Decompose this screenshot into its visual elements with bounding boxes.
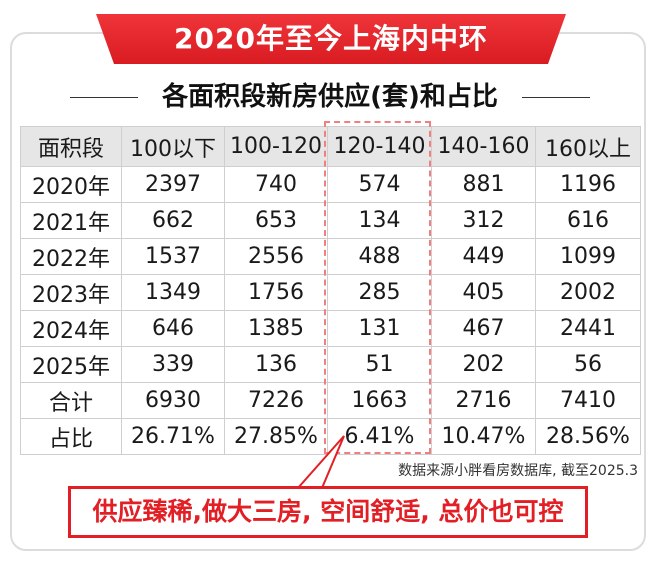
table-cell: 1663 <box>327 382 432 419</box>
row-label: 2024年 <box>20 310 122 347</box>
table-row: 2020年 2397 740 574 881 1196 <box>20 166 641 203</box>
table-cell: 574 <box>327 166 432 203</box>
supply-table: 面积段 100以下 100-120 120-140 140-160 160以上 … <box>20 126 641 455</box>
table-cell: 1537 <box>121 238 225 275</box>
subtitle-rule-right <box>522 97 590 98</box>
table-cell: 134 <box>327 202 432 239</box>
row-label: 合计 <box>20 382 122 419</box>
callout-box: 供应臻稀,做大三房, 空间舒适, 总价也可控 <box>68 486 588 538</box>
table-cell: 56 <box>535 346 641 383</box>
subtitle-row: 各面积段新房供应(套)和占比 <box>70 80 590 114</box>
table-cell: 1349 <box>121 274 225 311</box>
table-cell: 467 <box>431 310 536 347</box>
table-cell: 740 <box>224 166 328 203</box>
banner-shape <box>96 14 566 64</box>
table-cell: 26.71% <box>121 418 225 455</box>
table-cell: 405 <box>431 274 536 311</box>
table-cell: 2002 <box>535 274 641 311</box>
row-label: 2023年 <box>20 274 122 311</box>
table-cell: 7410 <box>535 382 641 419</box>
table-cell: 2716 <box>431 382 536 419</box>
table-cell: 449 <box>431 238 536 275</box>
table-cell: 27.85% <box>224 418 328 455</box>
row-label: 2025年 <box>20 346 122 383</box>
table-cell: 2397 <box>121 166 225 203</box>
table-cell: 51 <box>327 346 432 383</box>
table-cell: 1756 <box>224 274 328 311</box>
table-row: 2025年 339 136 51 202 56 <box>20 346 641 383</box>
table-cell: 2441 <box>535 310 641 347</box>
table-row-total: 合计 6930 7226 1663 2716 7410 <box>20 382 641 419</box>
row-label: 占比 <box>20 418 122 455</box>
source-note: 数据来源小胖看房数据库, 截至2025.3 <box>398 463 638 479</box>
subtitle-rule-left <box>70 97 138 98</box>
page-title: 2020年至今上海内中环 <box>174 22 488 55</box>
column-header: 140-160 <box>431 126 536 167</box>
table-cell: 1385 <box>224 310 328 347</box>
table-cell: 646 <box>121 310 225 347</box>
table-cell: 10.47% <box>431 418 536 455</box>
table-cell: 1196 <box>535 166 641 203</box>
table-cell: 339 <box>121 346 225 383</box>
table-cell: 1099 <box>535 238 641 275</box>
table-cell: 2556 <box>224 238 328 275</box>
table-header-row: 面积段 100以下 100-120 120-140 140-160 160以上 <box>20 126 641 167</box>
table-cell: 312 <box>431 202 536 239</box>
title-banner: 2020年至今上海内中环 <box>96 14 566 64</box>
column-header: 160以上 <box>535 126 641 167</box>
table-cell: 285 <box>327 274 432 311</box>
column-header: 100-120 <box>224 126 328 167</box>
table-cell: 488 <box>327 238 432 275</box>
table-row-share: 占比 26.71% 27.85% 6.41% 10.47% 28.56% <box>20 418 641 455</box>
table-cell: 136 <box>224 346 328 383</box>
highlight-share-cell: 6.41% <box>327 418 432 455</box>
table-cell: 653 <box>224 202 328 239</box>
table-row: 2021年 662 653 134 312 616 <box>20 202 641 239</box>
table-cell: 616 <box>535 202 641 239</box>
table-row: 2023年 1349 1756 285 405 2002 <box>20 274 641 311</box>
table-cell: 6930 <box>121 382 225 419</box>
table-cell: 881 <box>431 166 536 203</box>
table-cell: 131 <box>327 310 432 347</box>
subtitle: 各面积段新房供应(套)和占比 <box>162 82 498 112</box>
row-label: 2020年 <box>20 166 122 203</box>
column-header: 120-140 <box>327 126 432 167</box>
table-row: 2022年 1537 2556 488 449 1099 <box>20 238 641 275</box>
column-header: 100以下 <box>121 126 225 167</box>
table-cell: 7226 <box>224 382 328 419</box>
row-label: 2021年 <box>20 202 122 239</box>
table-cell: 202 <box>431 346 536 383</box>
row-label: 2022年 <box>20 238 122 275</box>
table-cell: 662 <box>121 202 225 239</box>
table-cell: 28.56% <box>535 418 641 455</box>
table-row: 2024年 646 1385 131 467 2441 <box>20 310 641 347</box>
column-header: 面积段 <box>20 126 122 167</box>
